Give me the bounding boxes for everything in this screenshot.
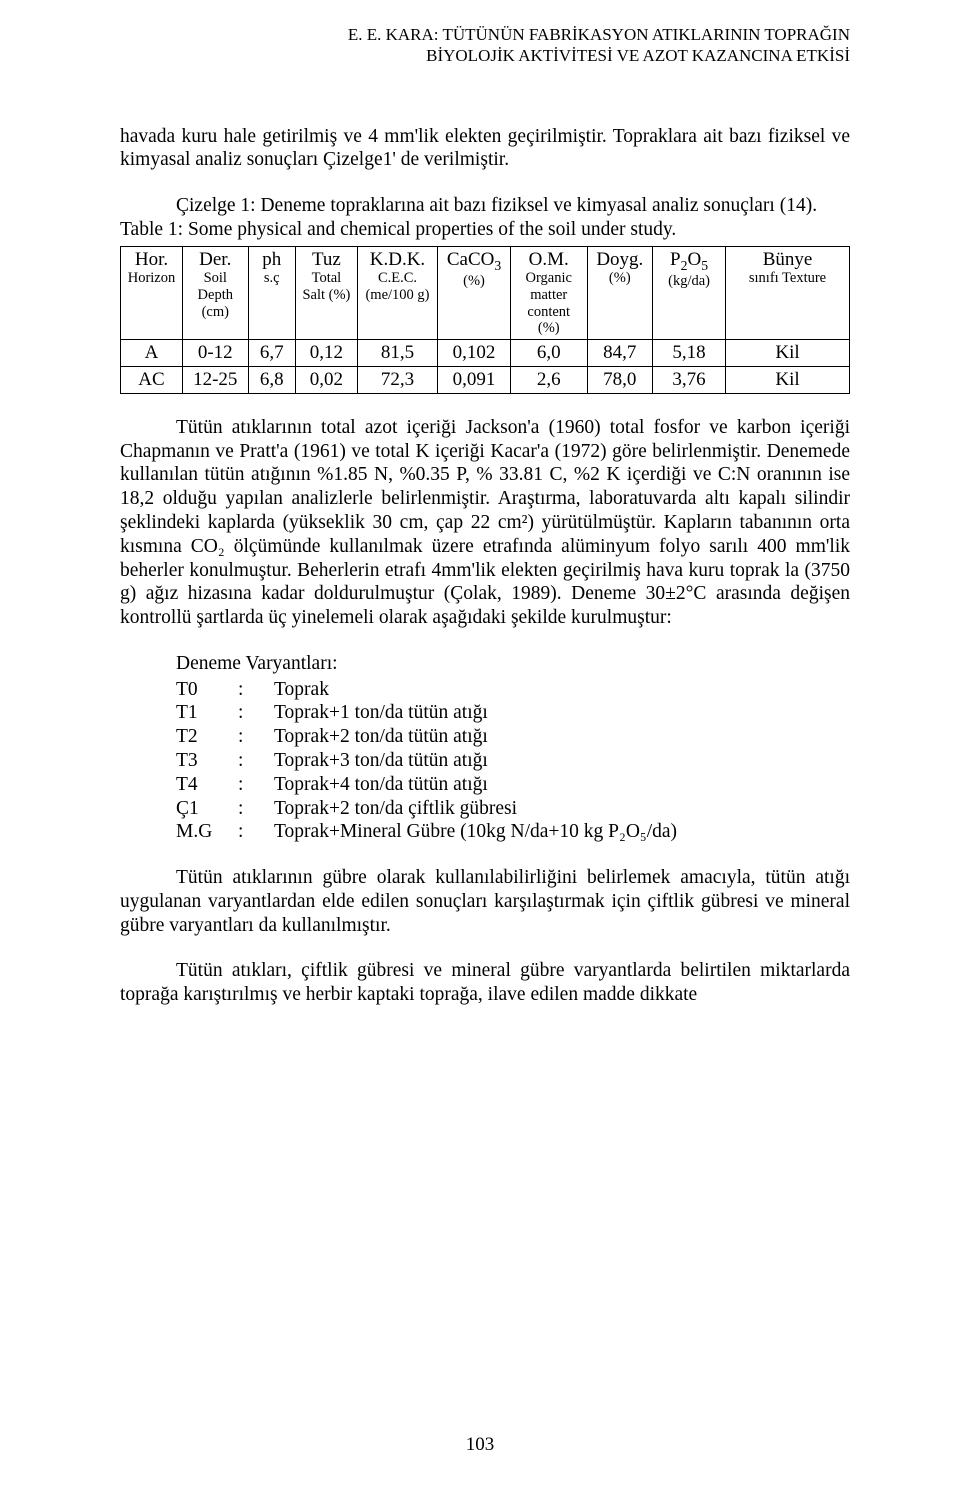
- cell: 5,18: [653, 340, 726, 367]
- variant-code: T0: [176, 678, 238, 702]
- table-caption: Çizelge 1: Deneme topraklarına ait bazı …: [120, 194, 850, 242]
- cell: 6,7: [248, 340, 295, 367]
- cell: 0,102: [438, 340, 511, 367]
- table-header-row: Hor. Horizon Der. Soil Depth (cm) ph s.ç…: [121, 246, 850, 340]
- list-item: T3 : Toprak+3 ton/da tütün atığı: [176, 749, 683, 773]
- col-ph: ph s.ç: [248, 246, 295, 340]
- variant-desc: Toprak+4 ton/da tütün atığı: [274, 773, 683, 797]
- table-caption-tr: Çizelge 1: Deneme topraklarına ait bazı …: [176, 195, 817, 216]
- variant-desc: Toprak+2 ton/da çiftlik gübresi: [274, 797, 683, 821]
- table-row: AC 12-25 6,8 0,02 72,3 0,091 2,6 78,0 3,…: [121, 367, 850, 394]
- soil-properties-table: Hor. Horizon Der. Soil Depth (cm) ph s.ç…: [120, 246, 850, 394]
- list-item: M.G : Toprak+Mineral Gübre (10kg N/da+10…: [176, 820, 683, 844]
- cell: 72,3: [357, 367, 437, 394]
- variant-code: T4: [176, 773, 238, 797]
- cell: 0,02: [295, 367, 357, 394]
- col-caco3: CaCO3 (%): [438, 246, 511, 340]
- list-item: T1 : Toprak+1 ton/da tütün atığı: [176, 701, 683, 725]
- list-item: T4 : Toprak+4 ton/da tütün atığı: [176, 773, 683, 797]
- variants-block: Deneme Varyantları: T0 : Toprak T1 : Top…: [176, 652, 850, 844]
- cell: 6,0: [510, 340, 587, 367]
- running-header: E. E. KARA: TÜTÜNÜN FABRİKASYON ATIKLARI…: [120, 24, 850, 67]
- variant-desc: Toprak+1 ton/da tütün atığı: [274, 701, 683, 725]
- cell: 81,5: [357, 340, 437, 367]
- colon: :: [238, 797, 274, 821]
- running-header-line1: E. E. KARA: TÜTÜNÜN FABRİKASYON ATIKLARI…: [348, 25, 850, 44]
- cell: 0-12: [182, 340, 248, 367]
- list-item: T0 : Toprak: [176, 678, 683, 702]
- paragraph-3: Tütün atıklarının gübre olarak kullanıla…: [120, 866, 850, 937]
- cell: AC: [121, 367, 183, 394]
- colon: :: [238, 678, 274, 702]
- variant-code: M.G: [176, 820, 238, 844]
- variants-title: Deneme Varyantları:: [176, 652, 850, 676]
- variant-desc: Toprak+3 ton/da tütün atığı: [274, 749, 683, 773]
- colon: :: [238, 725, 274, 749]
- page-number: 103: [0, 1434, 960, 1456]
- cell: Kil: [726, 340, 850, 367]
- variant-code: T1: [176, 701, 238, 725]
- cell: 78,0: [587, 367, 653, 394]
- variant-code: Ç1: [176, 797, 238, 821]
- paragraph-2: Tütün atıklarının total azot içeriği Jac…: [120, 416, 850, 630]
- col-salt: Tuz Total Salt (%): [295, 246, 357, 340]
- page: E. E. KARA: TÜTÜNÜN FABRİKASYON ATIKLARI…: [0, 0, 960, 1486]
- variant-desc: Toprak+2 ton/da tütün atığı: [274, 725, 683, 749]
- col-p2o5: P2O5 (kg/da): [653, 246, 726, 340]
- colon: :: [238, 701, 274, 725]
- variants-table: T0 : Toprak T1 : Toprak+1 ton/da tütün a…: [176, 678, 683, 844]
- variant-code: T3: [176, 749, 238, 773]
- col-om: O.M. Organic matter content (%): [510, 246, 587, 340]
- col-doyg: Doyg. (%): [587, 246, 653, 340]
- col-texture: Bünye sınıfı Texture: [726, 246, 850, 340]
- variant-desc: Toprak+Mineral Gübre (10kg N/da+10 kg P₂…: [274, 820, 683, 844]
- col-depth: Der. Soil Depth (cm): [182, 246, 248, 340]
- variant-code: T2: [176, 725, 238, 749]
- colon: :: [238, 820, 274, 844]
- cell: Kil: [726, 367, 850, 394]
- col-cec: K.D.K. C.E.C. (me/100 g): [357, 246, 437, 340]
- cell: 84,7: [587, 340, 653, 367]
- colon: :: [238, 773, 274, 797]
- list-item: Ç1 : Toprak+2 ton/da çiftlik gübresi: [176, 797, 683, 821]
- cell: A: [121, 340, 183, 367]
- table-caption-en: Table 1: Some physical and chemical prop…: [120, 219, 676, 240]
- table-row: A 0-12 6,7 0,12 81,5 0,102 6,0 84,7 5,18…: [121, 340, 850, 367]
- paragraph-1: havada kuru hale getirilmiş ve 4 mm'lik …: [120, 125, 850, 173]
- colon: :: [238, 749, 274, 773]
- list-item: T2 : Toprak+2 ton/da tütün atığı: [176, 725, 683, 749]
- col-horizon: Hor. Horizon: [121, 246, 183, 340]
- running-header-line2: BİYOLOJİK AKTİVİTESİ VE AZOT KAZANCINA E…: [426, 46, 850, 65]
- cell: 12-25: [182, 367, 248, 394]
- cell: 2,6: [510, 367, 587, 394]
- cell: 3,76: [653, 367, 726, 394]
- cell: 0,091: [438, 367, 511, 394]
- cell: 6,8: [248, 367, 295, 394]
- variant-desc: Toprak: [274, 678, 683, 702]
- paragraph-4: Tütün atıkları, çiftlik gübresi ve miner…: [120, 959, 850, 1007]
- cell: 0,12: [295, 340, 357, 367]
